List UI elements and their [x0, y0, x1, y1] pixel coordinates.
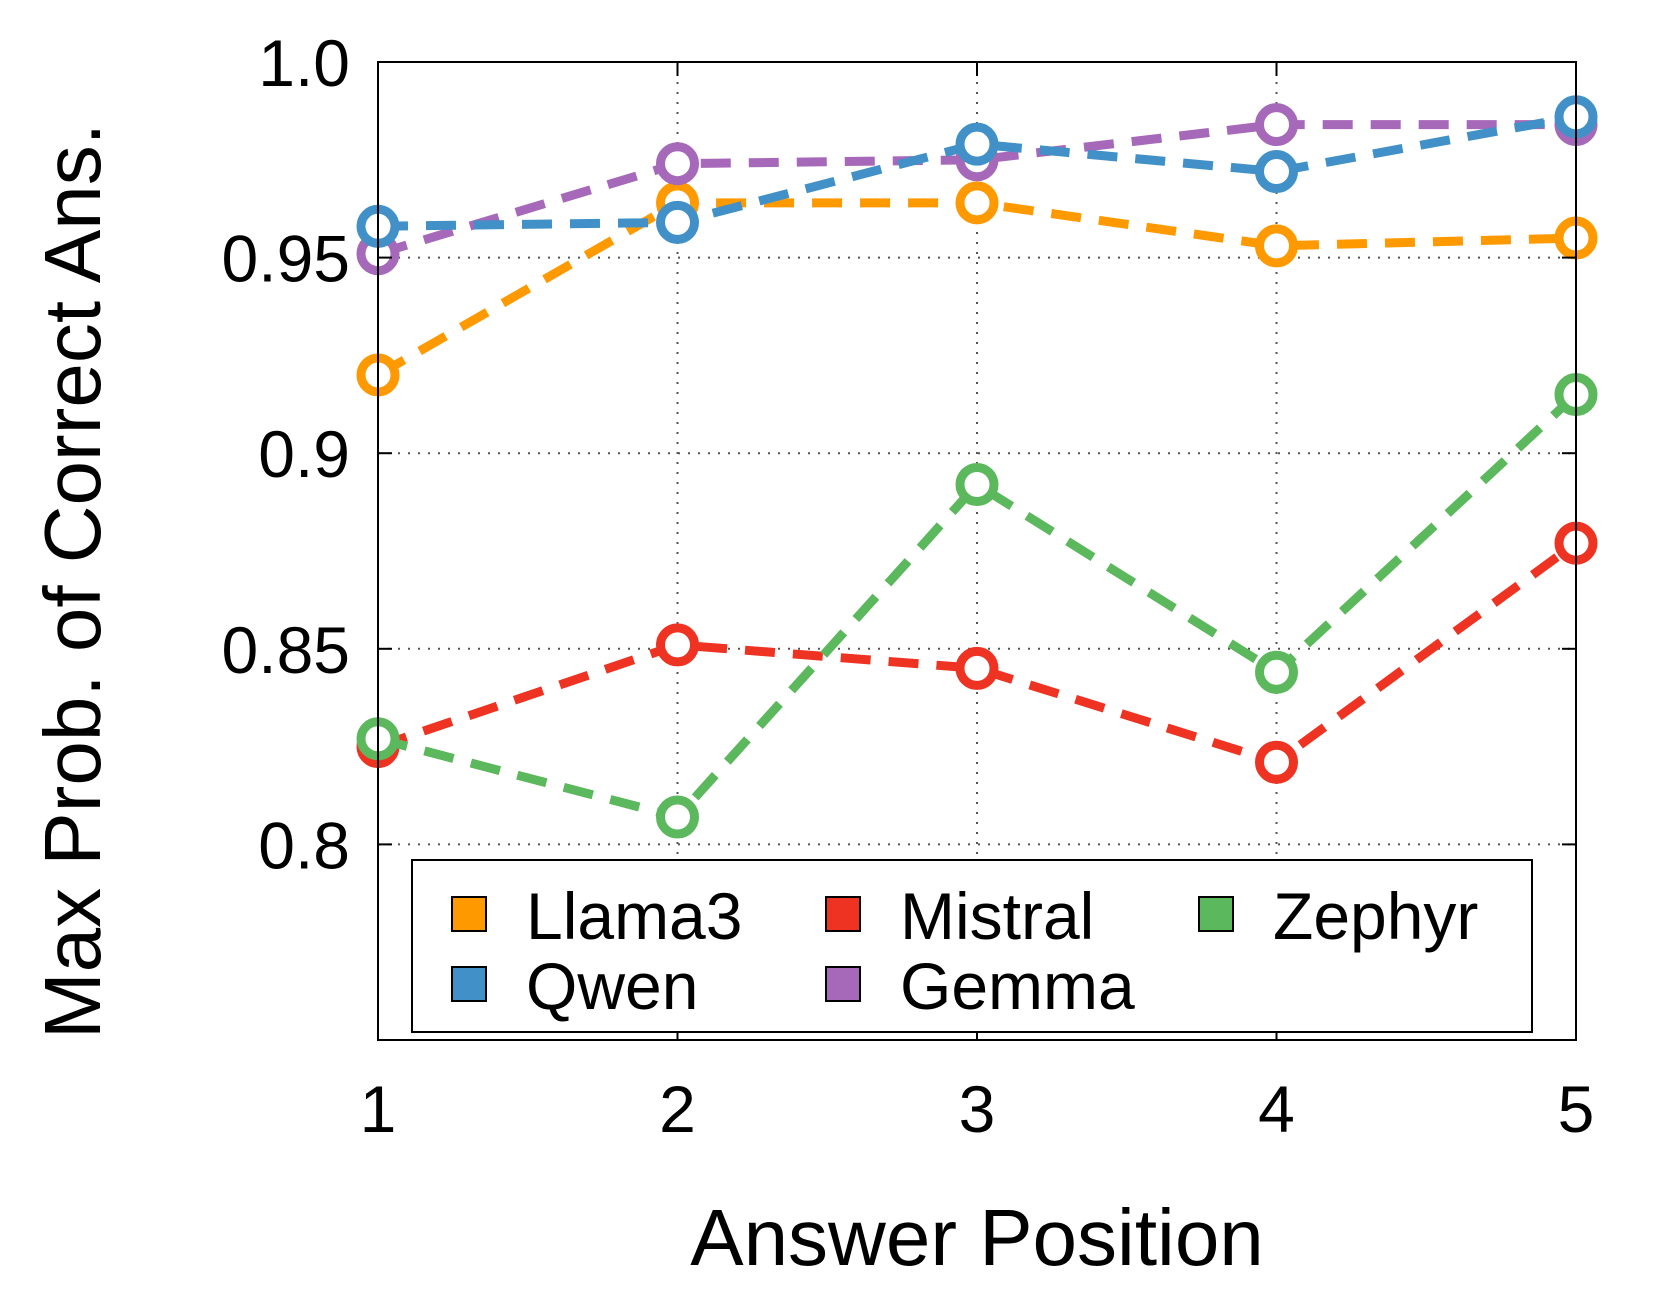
data-point-llama3 [955, 181, 999, 225]
legend-item-zephyr: Zephyr [1198, 879, 1478, 953]
x-tick-label: 4 [1258, 1072, 1295, 1146]
legend-box [411, 859, 1533, 1033]
data-point-gemma [1255, 103, 1298, 147]
data-point-qwen [1255, 150, 1298, 194]
x-tick-label: 1 [360, 1072, 397, 1146]
data-point-gemma [656, 142, 699, 186]
legend-swatch-gemma [825, 966, 861, 1002]
x-tick-label: 5 [1558, 1072, 1595, 1146]
legend-item-llama3: Llama3 [451, 879, 742, 953]
y-tick-label: 0.95 [222, 222, 350, 296]
legend-label-gemma: Gemma [900, 949, 1135, 1023]
series-line-mistral [376, 539, 1579, 767]
x-axis-title: Answer Position [690, 1193, 1264, 1282]
legend-swatch-llama3 [451, 896, 487, 932]
legend-item-qwen: Qwen [451, 949, 698, 1023]
data-point-zephyr [1255, 650, 1298, 694]
y-tick-label: 0.85 [222, 613, 350, 687]
y-tick-label: 1.0 [258, 26, 350, 100]
legend-swatch-mistral [825, 896, 861, 932]
data-point-llama3 [1255, 224, 1298, 268]
data-point-mistral [656, 623, 699, 667]
data-point-qwen [656, 200, 699, 244]
legend: Llama3 Mistral Zephyr Qwen Gemma [411, 859, 1533, 1033]
y-tick-label: 0.8 [258, 808, 350, 882]
x-tick-label: 3 [959, 1072, 996, 1146]
legend-item-mistral: Mistral [825, 879, 1094, 953]
x-tick-label: 2 [659, 1072, 696, 1146]
data-point-zephyr [955, 462, 999, 506]
series-mistral [356, 521, 1598, 784]
series-zephyr [356, 373, 1598, 839]
legend-swatch-zephyr [1198, 896, 1234, 932]
legend-item-gemma: Gemma [825, 949, 1135, 1023]
data-point-zephyr [656, 795, 699, 839]
legend-label-llama3: Llama3 [526, 879, 742, 953]
legend-swatch-qwen [451, 966, 487, 1002]
data-point-mistral [1255, 740, 1298, 784]
y-tick-label: 0.9 [258, 417, 350, 491]
data-point-mistral [955, 646, 999, 690]
legend-label-mistral: Mistral [900, 879, 1094, 953]
y-axis-title: Max Prob. of Correct Ans. [28, 123, 117, 1039]
series-llama3 [356, 181, 1598, 397]
legend-label-qwen: Qwen [526, 949, 698, 1023]
legend-label-zephyr: Zephyr [1273, 879, 1478, 953]
series-line-gemma [376, 120, 1576, 258]
series-line-qwen [377, 112, 1577, 231]
series-line-llama3 [375, 198, 1577, 379]
series-line-zephyr [376, 391, 1580, 822]
data-point-qwen [955, 122, 999, 166]
axis-ticks: 1 2 3 4 5 0.8 0.85 0.9 0.95 1.0 [222, 26, 1595, 1146]
